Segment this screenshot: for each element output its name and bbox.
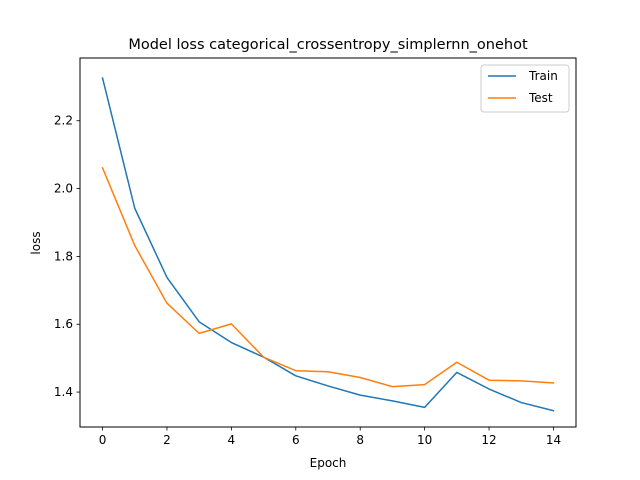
y-tick-label: 2.2: [54, 114, 73, 128]
x-tick-label: 10: [417, 433, 432, 447]
x-tick-label: 4: [228, 433, 236, 447]
x-tick-label: 12: [481, 433, 496, 447]
legend-label-test: Test: [528, 91, 553, 105]
plot-frame: [79, 57, 577, 428]
x-axis-label: Epoch: [310, 456, 347, 470]
x-tick-label: 14: [546, 433, 561, 447]
x-tick-label: 2: [163, 433, 171, 447]
y-axis-ticks: 1.4 1.6 1.8 2.0 2.2: [54, 114, 80, 399]
series-lines: [101, 77, 555, 412]
series-line-train: [101, 77, 555, 412]
legend: Train Test: [480, 64, 570, 113]
chart-title: Model loss categorical_crossentropy_simp…: [128, 37, 528, 53]
x-tick-label: 8: [356, 433, 364, 447]
y-axis-label: loss: [29, 231, 43, 254]
legend-label-train: Train: [528, 69, 558, 83]
y-tick-label: 1.6: [54, 317, 73, 331]
x-tick-label: 0: [99, 433, 107, 447]
series-line-test: [101, 166, 555, 388]
y-tick-label: 1.8: [54, 249, 73, 263]
y-tick-label: 2.0: [54, 182, 73, 196]
x-axis-ticks: 0 2 4 6 8 10 12 14: [99, 427, 561, 447]
y-tick-label: 1.4: [54, 385, 73, 399]
x-tick-label: 6: [292, 433, 300, 447]
